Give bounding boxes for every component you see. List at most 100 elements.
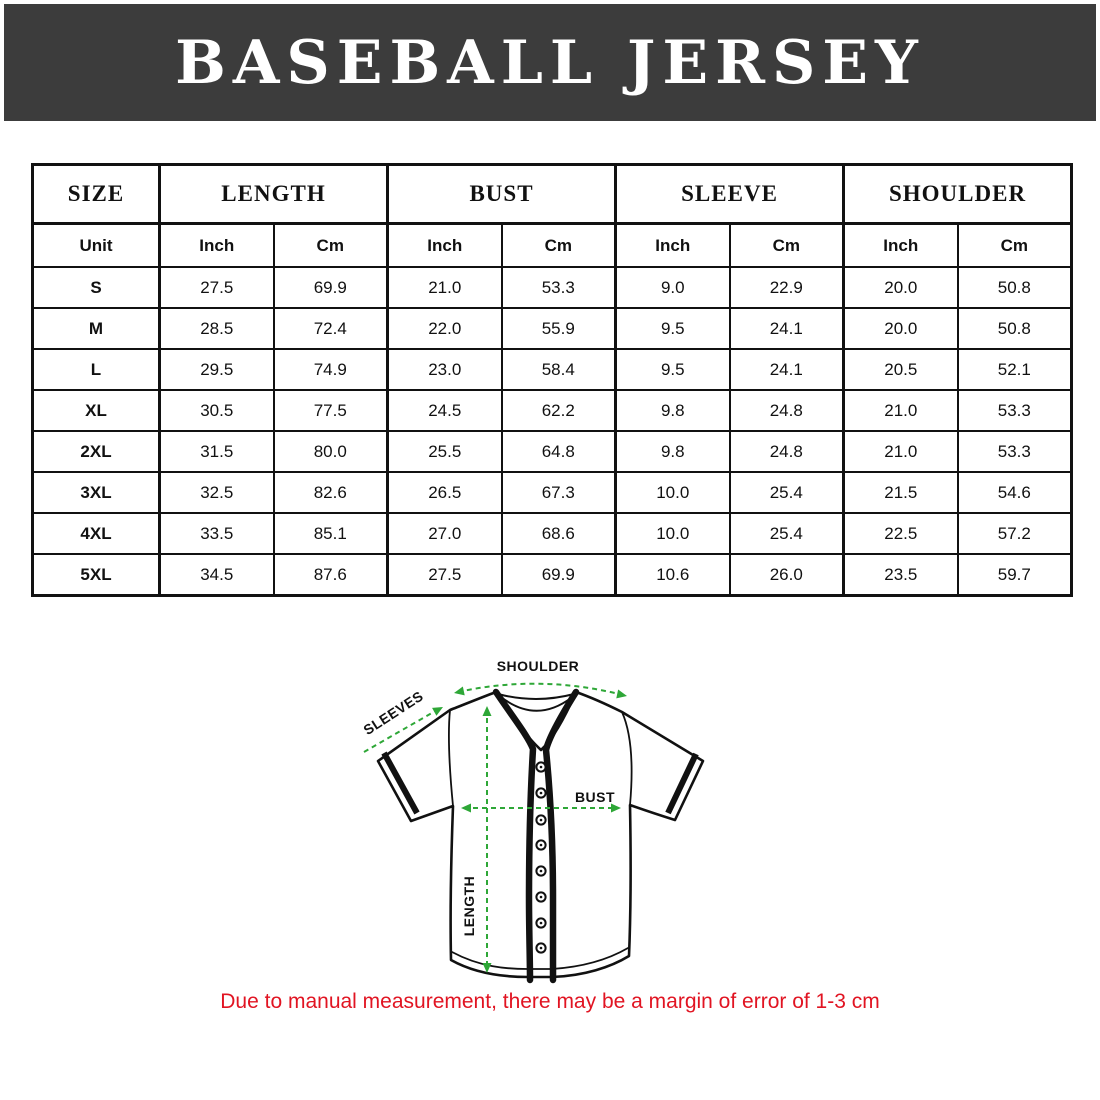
size-cell: 3XL [31, 471, 161, 514]
table-cell: 25.4 [728, 512, 845, 555]
length-label: LENGTH [461, 876, 477, 937]
unit-inch: Inch [842, 222, 959, 268]
table-cell: 33.5 [158, 512, 275, 555]
table-cell: 21.0 [842, 430, 959, 473]
table-cell: 21.5 [842, 471, 959, 514]
column-header-bust: BUST [386, 163, 618, 225]
right-armhole-seam [621, 711, 633, 806]
unit-inch: Inch [386, 222, 503, 268]
table-cell: 21.0 [386, 266, 503, 309]
table-cell: 9.5 [614, 348, 731, 391]
table-cell: 9.8 [614, 389, 731, 432]
table-cell: 9.5 [614, 307, 731, 350]
shoulder-measure [454, 682, 627, 699]
table-row: M 28.5 72.4 22.0 55.9 9.5 24.1 20.0 50.8 [31, 307, 1073, 350]
collar-inner-arc [500, 696, 572, 712]
table-row: 2XL 31.5 80.0 25.5 64.8 9.8 24.8 21.0 53… [31, 430, 1073, 473]
table-cell: 10.0 [614, 471, 731, 514]
table-row: XL 30.5 77.5 24.5 62.2 9.8 24.8 21.0 53.… [31, 389, 1073, 432]
column-header-shoulder: SHOULDER [842, 163, 1074, 225]
table-cell: 58.4 [500, 348, 617, 391]
table-cell: 50.8 [956, 266, 1073, 309]
placket-band-left [492, 688, 537, 984]
unit-inch: Inch [158, 222, 275, 268]
arrowhead [616, 689, 627, 699]
title-banner: BASEBALL JERSEY [4, 4, 1096, 121]
size-chart: SIZE LENGTH BUST SLEEVE SHOULDER Unit In… [31, 163, 1074, 597]
table-cell: 32.5 [158, 471, 275, 514]
column-header-size: SIZE [31, 163, 161, 225]
table-cell: 24.1 [728, 307, 845, 350]
table-cell: 25.4 [728, 471, 845, 514]
table-cell: 52.1 [956, 348, 1073, 391]
table-cell: 68.6 [500, 512, 617, 555]
column-header-length: LENGTH [157, 163, 390, 225]
measurement-disclaimer: Due to manual measurement, there may be … [220, 990, 880, 1013]
table-cell: 77.5 [272, 389, 389, 432]
unit-label: Unit [31, 222, 161, 268]
table-cell: 20.5 [842, 348, 959, 391]
table-cell: 29.5 [158, 348, 275, 391]
arrowhead [461, 803, 471, 813]
table-cell: 28.5 [158, 307, 275, 350]
table-cell: 82.6 [272, 471, 389, 514]
table-cell: 50.8 [956, 307, 1073, 350]
table-row: 5XL 34.5 87.6 27.5 69.9 10.6 26.0 23.5 5… [31, 553, 1073, 597]
arrowhead [432, 707, 443, 716]
table-cell: 64.8 [500, 430, 617, 473]
table-cell: 67.3 [500, 471, 617, 514]
table-cell: 80.0 [272, 430, 389, 473]
jersey-measurement-diagram: SHOULDER SLEEVES BUST LENGTH [360, 658, 705, 984]
unit-cm: Cm [956, 222, 1073, 268]
table-cell: 57.2 [956, 512, 1073, 555]
table-cell: 24.8 [728, 389, 845, 432]
group-header-row: SIZE LENGTH BUST SLEEVE SHOULDER [31, 163, 1074, 225]
size-cell: S [31, 266, 161, 309]
bust-measure [461, 803, 621, 813]
arrowhead [611, 803, 621, 813]
right-cuff-stripe [665, 752, 699, 815]
table-cell: 9.0 [614, 266, 731, 309]
table-cell: 69.9 [272, 266, 389, 309]
size-cell: 4XL [31, 512, 161, 555]
bust-label: BUST [575, 789, 615, 805]
table-cell: 10.6 [614, 553, 731, 597]
table-cell: 53.3 [500, 266, 617, 309]
sleeves-label: SLEEVES [360, 688, 426, 739]
table-cell: 69.9 [500, 553, 617, 597]
table-cell: 25.5 [386, 430, 503, 473]
table-cell: 23.0 [386, 348, 503, 391]
table-cell: 72.4 [272, 307, 389, 350]
size-cell: M [31, 307, 161, 350]
unit-cm: Cm [500, 222, 617, 268]
table-cell: 55.9 [500, 307, 617, 350]
table-cell: 22.0 [386, 307, 503, 350]
arrowhead [482, 963, 492, 973]
table-cell: 22.9 [728, 266, 845, 309]
left-cuff-stripe [381, 751, 420, 815]
table-cell: 24.1 [728, 348, 845, 391]
unit-inch: Inch [614, 222, 731, 268]
arrowhead [482, 706, 492, 716]
table-cell: 26.5 [386, 471, 503, 514]
size-cell: L [31, 348, 161, 391]
table-cell: 53.3 [956, 430, 1073, 473]
size-chart-table: SIZE LENGTH BUST SLEEVE SHOULDER Unit In… [31, 163, 1074, 597]
table-row: 3XL 32.5 82.6 26.5 67.3 10.0 25.4 21.5 5… [31, 471, 1073, 514]
table-row: 4XL 33.5 85.1 27.0 68.6 10.0 25.4 22.5 5… [31, 512, 1073, 555]
unit-cm: Cm [272, 222, 389, 268]
table-cell: 87.6 [272, 553, 389, 597]
table-cell: 24.5 [386, 389, 503, 432]
left-armhole-seam [448, 709, 454, 807]
placket-band-right [542, 688, 580, 984]
table-cell: 27.0 [386, 512, 503, 555]
table-cell: 85.1 [272, 512, 389, 555]
table-cell: 21.0 [842, 389, 959, 432]
table-row: L 29.5 74.9 23.0 58.4 9.5 24.1 20.5 52.1 [31, 348, 1073, 391]
table-cell: 30.5 [158, 389, 275, 432]
table-cell: 62.2 [500, 389, 617, 432]
hem-line [451, 947, 629, 970]
table-cell: 24.8 [728, 430, 845, 473]
page-title: BASEBALL JERSEY [175, 27, 925, 98]
